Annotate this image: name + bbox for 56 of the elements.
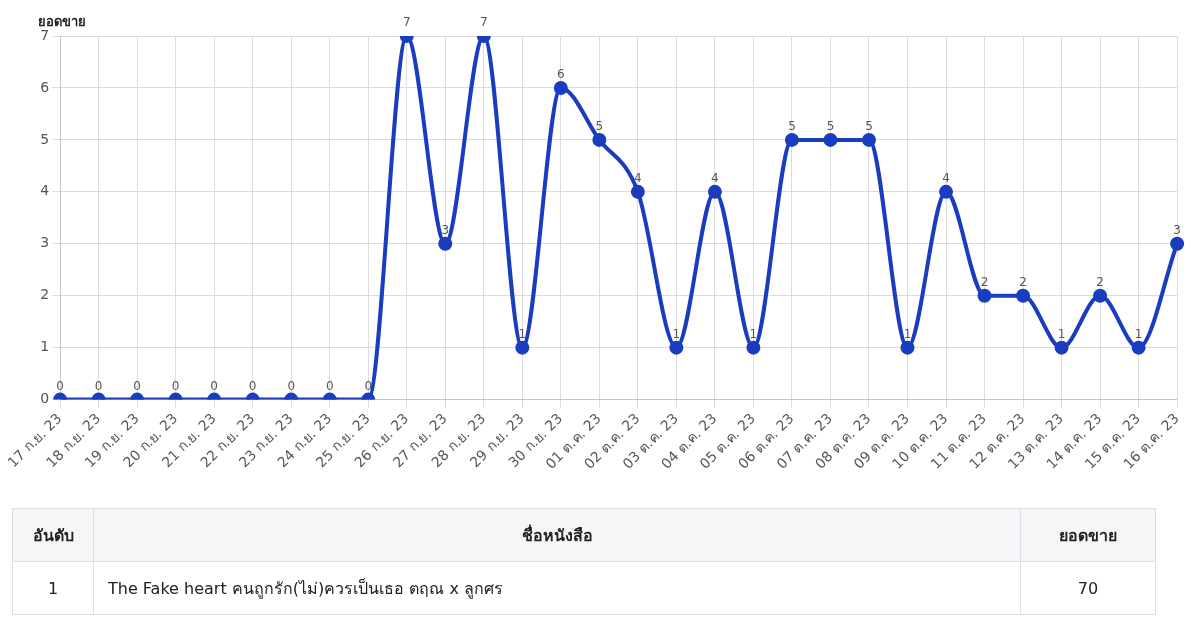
point	[707, 184, 722, 199]
data-label: 0	[325, 378, 334, 393]
data-label: 0	[56, 378, 64, 393]
data-label: 1	[749, 326, 758, 341]
data-label: 7	[402, 15, 411, 29]
data-label: 5	[826, 118, 835, 133]
y-tick-label: 7	[40, 26, 50, 43]
data-label: 0	[287, 378, 296, 393]
data-label: 0	[94, 378, 103, 393]
data-label: 5	[788, 118, 796, 133]
data-label: 2	[1096, 274, 1104, 289]
data-label: 4	[711, 170, 719, 185]
y-axis-title: ยอดขาย	[38, 14, 86, 29]
point	[784, 132, 799, 147]
point	[861, 132, 876, 147]
data-label: 1	[903, 326, 912, 341]
y-tick-label: 0	[40, 390, 50, 407]
text: The Fake heart คนถูกรัก(ไม่)ควรเป็นเธอ ตฤณ x ลูกศร	[93, 561, 1021, 615]
point	[553, 80, 568, 95]
point	[823, 132, 838, 147]
point	[1016, 288, 1031, 303]
data-label: 2	[1019, 274, 1027, 289]
data-label: 5	[595, 118, 604, 133]
data-label: 0	[171, 378, 180, 393]
data-label: 7	[479, 15, 488, 29]
data-label: 6	[557, 66, 565, 81]
text: ยอดขาย	[1020, 508, 1156, 562]
point	[438, 236, 453, 251]
data-label: 0	[248, 378, 257, 393]
data-label: 2	[980, 274, 989, 289]
text: ชื่อหนังสือ	[93, 508, 1021, 562]
text: 70	[1020, 561, 1156, 615]
data-label: 0	[210, 378, 218, 393]
point	[1170, 236, 1185, 251]
data-label: 1	[1134, 326, 1143, 341]
y-tick-label: 5	[40, 130, 50, 147]
point	[939, 184, 954, 199]
point	[630, 184, 645, 199]
data-label: 1	[1057, 326, 1066, 341]
y-tick-label: 1	[40, 338, 50, 355]
data-label: 1	[672, 326, 681, 341]
data-label: 0	[133, 378, 141, 393]
point	[1093, 288, 1108, 303]
point	[592, 132, 607, 147]
data-label: 4	[634, 170, 642, 185]
text: อันดับ	[12, 508, 94, 562]
y-tick-label: 6	[40, 78, 50, 95]
data-label: 4	[942, 170, 950, 185]
y-tick-label: 3	[40, 234, 50, 251]
y-tick-label: 4	[40, 182, 50, 199]
point	[977, 288, 992, 303]
y-tick-label: 2	[40, 286, 50, 303]
data-label: 1	[518, 326, 527, 341]
data-label: 5	[865, 118, 873, 133]
data-label: 3	[441, 222, 450, 237]
data-label: 3	[1173, 222, 1181, 237]
